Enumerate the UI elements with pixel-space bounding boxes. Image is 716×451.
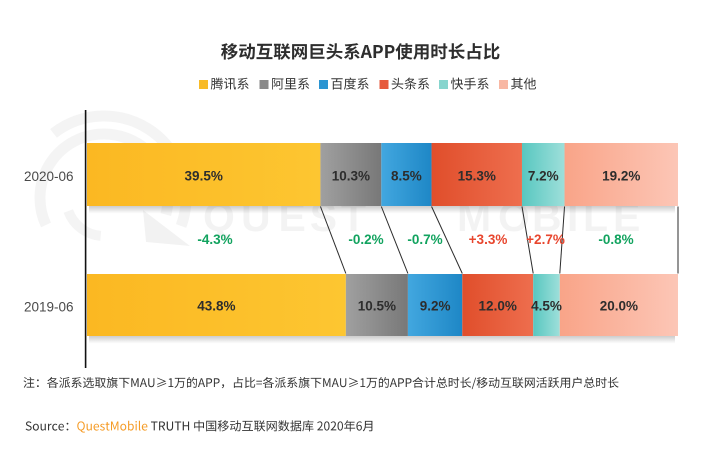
svg-text:+2.7%: +2.7% [526,232,565,247]
svg-text:12.0%: 12.0% [479,299,517,314]
svg-text:10.3%: 10.3% [332,169,370,184]
svg-text:-0.8%: -0.8% [598,232,633,247]
svg-text:15.3%: 15.3% [458,169,496,184]
svg-text:39.5%: 39.5% [185,169,223,184]
svg-text:43.8%: 43.8% [197,299,235,314]
svg-text:-0.7%: -0.7% [407,232,442,247]
svg-text:2020-06: 2020-06 [24,169,74,184]
svg-text:19.2%: 19.2% [602,169,640,184]
svg-text:-4.3%: -4.3% [197,232,232,247]
svg-text:7.2%: 7.2% [528,169,559,184]
svg-text:+3.3%: +3.3% [469,232,508,247]
svg-text:8.5%: 8.5% [391,169,422,184]
svg-text:4.5%: 4.5% [531,299,562,314]
svg-text:20.0%: 20.0% [600,299,638,314]
svg-text:10.5%: 10.5% [358,299,396,314]
svg-text:2019-06: 2019-06 [24,300,74,315]
svg-text:-0.2%: -0.2% [348,232,383,247]
svg-text:9.2%: 9.2% [420,299,451,314]
